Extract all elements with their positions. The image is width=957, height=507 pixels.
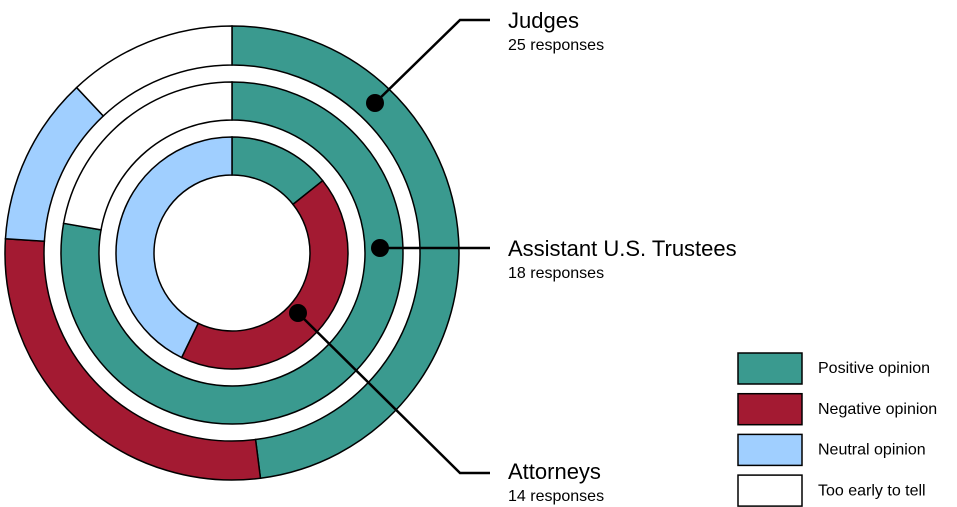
callout-dot bbox=[289, 304, 307, 322]
series-responses: 14 responses bbox=[508, 488, 604, 505]
legend-label: Too early to tell bbox=[818, 482, 926, 499]
ring-segment bbox=[62, 81, 233, 231]
ring-segment bbox=[60, 81, 404, 425]
legend-swatch bbox=[737, 474, 803, 507]
series-responses: 18 responses bbox=[508, 265, 604, 282]
callout-dot bbox=[366, 94, 384, 112]
ring-segment bbox=[231, 25, 460, 480]
legend-label: Positive opinion bbox=[818, 360, 930, 377]
ring-segment bbox=[115, 136, 233, 359]
series-name: Attorneys bbox=[508, 459, 601, 484]
legend-swatch bbox=[737, 352, 803, 385]
ring-segment bbox=[180, 179, 349, 370]
ring-segment bbox=[75, 25, 233, 118]
callout-line bbox=[374, 18, 490, 104]
legend-label: Neutral opinion bbox=[818, 442, 926, 459]
legend-label: Negative opinion bbox=[818, 401, 937, 418]
callout-dot bbox=[371, 239, 389, 257]
series-responses: 25 responses bbox=[508, 37, 604, 54]
legend-swatch bbox=[737, 392, 803, 426]
legend-swatch bbox=[737, 433, 803, 467]
callout-line bbox=[297, 312, 490, 475]
series-name: Judges bbox=[508, 8, 579, 33]
series-name: Assistant U.S. Trustees bbox=[508, 236, 737, 261]
